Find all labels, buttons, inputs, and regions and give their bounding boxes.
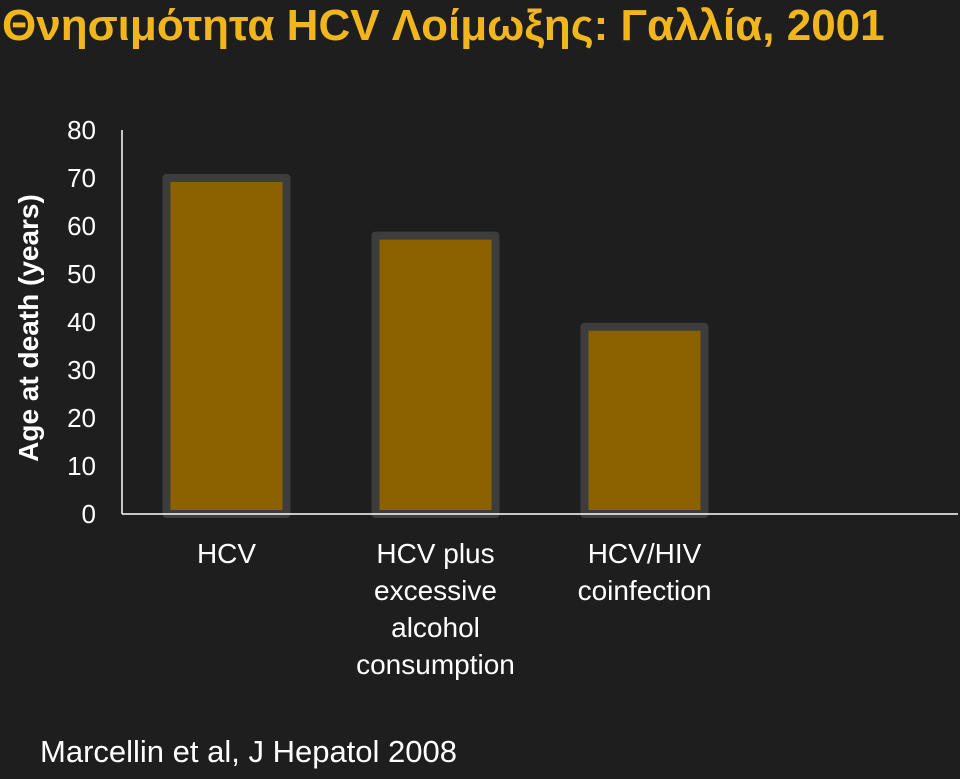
y-tick-label: 40 bbox=[67, 307, 96, 337]
bars bbox=[162, 174, 709, 518]
y-tick-label: 60 bbox=[67, 211, 96, 241]
y-axis-ticks: 0 10 20 30 40 50 60 70 80 bbox=[67, 115, 96, 529]
y-tick-label: 70 bbox=[67, 163, 96, 193]
y-tick-label: 80 bbox=[67, 115, 96, 145]
y-tick-label: 30 bbox=[67, 355, 96, 385]
bar bbox=[371, 231, 500, 518]
bar-chart: 0 10 20 30 40 50 60 70 80 HCV HCV plus excessive al… bbox=[13, 115, 958, 680]
bar bbox=[580, 322, 709, 518]
y-tick-label: 20 bbox=[67, 403, 96, 433]
category-labels: HCV HCV plus excessive alcohol consumption HC… bbox=[197, 538, 712, 680]
y-tick-label: 0 bbox=[82, 499, 96, 529]
y-tick-label: 50 bbox=[67, 259, 96, 289]
y-tick-label: 10 bbox=[67, 451, 96, 481]
category-label: HCV bbox=[197, 538, 256, 569]
y-axis-title: Age at death (years) bbox=[13, 194, 44, 462]
category-label: HCV/HIV coinfection bbox=[578, 538, 712, 606]
bar bbox=[162, 174, 291, 518]
citation: Marcellin et al, J Hepatol 2008 bbox=[40, 734, 458, 769]
slide-title: Θνησιμότητα HCV Λοίμωξης: Γαλλία, 2001 bbox=[2, 1, 885, 50]
category-label: HCV plus excessive alcohol consumption bbox=[356, 538, 515, 680]
axes bbox=[121, 130, 958, 515]
